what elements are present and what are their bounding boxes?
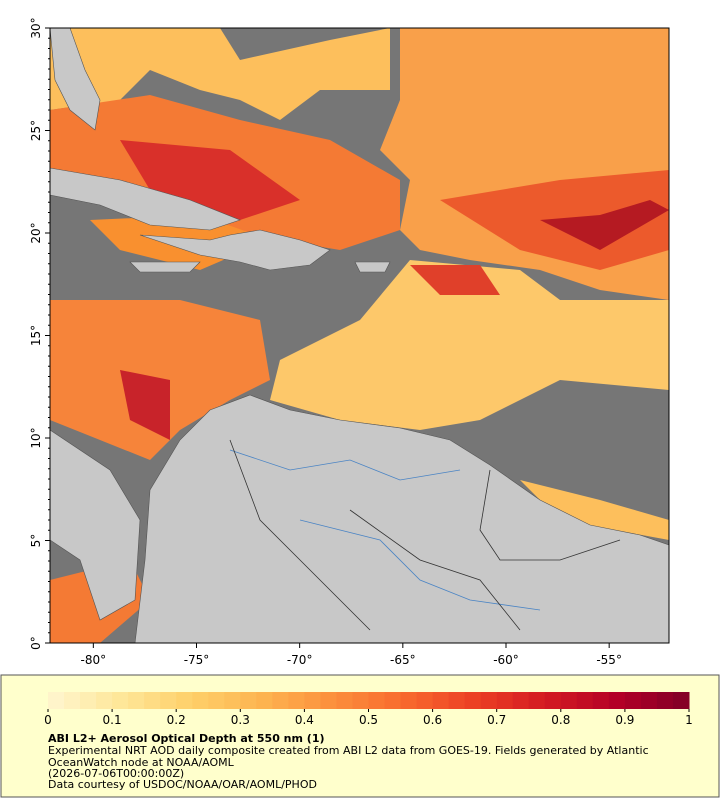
caption-line: OceanWatch node at NOAA/AOML — [48, 756, 235, 769]
colorbar-swatch — [272, 692, 289, 709]
y-tick-label: 0° — [29, 636, 43, 650]
colorbar-swatch — [464, 692, 482, 709]
colorbar-swatch — [368, 692, 386, 709]
y-tick-label: 20° — [29, 222, 43, 243]
colorbar-tick-label: 0 — [44, 713, 52, 727]
colorbar-tick-label: 0.4 — [295, 713, 314, 727]
colorbar-swatch — [128, 692, 145, 709]
colorbar-swatch — [560, 692, 578, 709]
colorbar-swatch — [512, 692, 530, 709]
y-tick-label: 5° — [29, 534, 43, 548]
axes: -80° -75° -70° -65° -60° -55° 0° 5° 10° 15° 20° 25°… — [29, 17, 622, 667]
colorbar-swatch — [352, 692, 369, 709]
colorbar-swatch — [528, 692, 546, 709]
colorbar-tick-label: 0.8 — [551, 713, 570, 727]
caption-line: Data courtesy of USDOC/NOAA/OAR/AOML/PHO… — [48, 778, 317, 791]
x-tick-label: -70° — [287, 653, 313, 667]
caption-title: ABI L2+ Aerosol Optical Depth at 550 nm … — [48, 732, 325, 745]
colorbar-swatch — [288, 692, 305, 709]
colorbar-swatch — [48, 692, 65, 709]
y-tick-label: 15° — [29, 325, 43, 346]
colorbar-swatch — [64, 692, 81, 709]
y-tick-label: 30° — [29, 17, 43, 38]
y-tick-label: 10° — [29, 427, 43, 448]
colorbar-swatch — [80, 692, 97, 709]
colorbar-swatch — [176, 692, 193, 709]
colorbar-swatch — [224, 692, 241, 709]
caption-line: Experimental NRT AOD daily composite cre… — [48, 744, 649, 757]
colorbar-swatch — [320, 692, 337, 709]
rivers-borders — [229, 439, 621, 631]
x-tick-label: -60° — [493, 653, 519, 667]
map — [49, 27, 670, 644]
colorbar-swatch — [416, 692, 434, 709]
colorbar-swatch — [480, 692, 498, 709]
colorbar-swatch — [544, 692, 562, 709]
colorbar-swatch — [496, 692, 514, 709]
x-tick-label: -55° — [596, 653, 622, 667]
colorbar-swatch — [256, 692, 273, 709]
colorbar-swatch — [112, 692, 129, 709]
colorbar-swatch — [400, 692, 418, 709]
colorbar-tick-label: 1 — [685, 713, 693, 727]
colorbar-swatch — [672, 692, 690, 709]
x-tick-label: -80° — [81, 653, 107, 667]
colorbar-tick-label: 0.6 — [423, 713, 442, 727]
colorbar-swatch — [240, 692, 257, 709]
colorbar-swatch — [576, 692, 594, 709]
colorbar-swatch — [192, 692, 209, 709]
y-tick-label: 25° — [29, 120, 43, 141]
colorbar-tick-label: 0.7 — [487, 713, 506, 727]
colorbar-swatch — [640, 692, 658, 709]
land — [49, 27, 670, 644]
colorbar-swatch — [384, 692, 402, 709]
colorbar-swatch — [304, 692, 321, 709]
x-tick-label: -75° — [184, 653, 210, 667]
colorbar-swatch — [336, 692, 353, 709]
colorbar-tick-label: 0.1 — [103, 713, 122, 727]
colorbar-swatch — [144, 692, 161, 709]
colorbar: 0 0.1 0.2 0.3 0.4 0.5 0.6 0.7 0.8 0.9 1 — [44, 692, 693, 727]
colorbar-swatch — [656, 692, 674, 709]
colorbar-swatch — [160, 692, 177, 709]
colorbar-swatch — [592, 692, 610, 709]
colorbar-tick-label: 0.9 — [615, 713, 634, 727]
caption-line: (2026-07-06T00:00:00Z) — [48, 767, 184, 780]
colorbar-swatch — [96, 692, 113, 709]
colorbar-swatch — [432, 692, 450, 709]
colorbar-tick-label: 0.2 — [167, 713, 186, 727]
colorbar-tick-label: 0.3 — [231, 713, 250, 727]
colorbar-swatch — [624, 692, 642, 709]
colorbar-swatch — [208, 692, 225, 709]
colorbar-tick-label: 0.5 — [359, 713, 378, 727]
x-tick-label: -65° — [390, 653, 416, 667]
colorbar-swatch — [608, 692, 626, 709]
colorbar-swatch — [448, 692, 466, 709]
